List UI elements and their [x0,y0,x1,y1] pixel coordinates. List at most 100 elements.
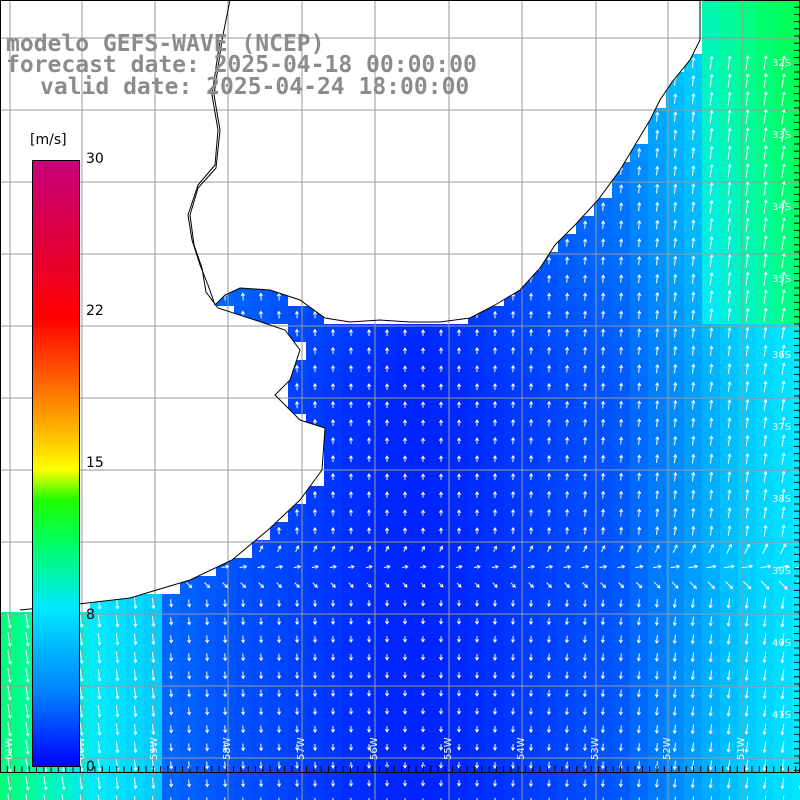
wind-arrow [673,327,678,338]
wind-arrow [276,526,281,535]
wind-arrow [781,55,786,70]
wind-arrow [366,347,372,355]
lat-label-40s: 40S [772,638,791,649]
wind-arrow [402,383,408,390]
wind-arrow [511,400,516,409]
wind-arrow [169,617,174,626]
wind-arrow [763,307,768,322]
wind-arrow [348,744,354,751]
wind-arrow [548,797,550,800]
wind-arrow [726,598,731,609]
field-cell [792,612,800,630]
wind-arrow [332,797,334,800]
lon-label-52w: 52W [662,737,673,760]
wind-arrow [438,365,444,372]
wind-arrow [510,743,515,752]
wind-arrow [438,636,444,643]
wind-arrow [744,723,749,736]
wind-arrow [673,399,678,410]
wind-arrow [619,238,624,247]
wind-arrow [420,365,426,372]
wind-arrow [564,582,570,588]
title-forecast-date: forecast date: 2025-04-18 00:00:00 [6,52,477,78]
wind-arrow [545,564,554,569]
wind-arrow [583,274,588,283]
wind-arrow [727,73,732,88]
wind-arrow [25,740,30,755]
wind-arrow [671,581,679,589]
wind-arrow [673,291,678,302]
wind-arrow [384,708,390,715]
wind-arrow [43,794,46,800]
wind-arrow [402,690,408,697]
wind-arrow [511,418,516,427]
wind-arrow [745,307,750,322]
wind-arrow [582,671,587,680]
field-cell [18,792,36,800]
wind-arrow [510,779,515,788]
wind-arrow [600,707,605,716]
wind-arrow [691,219,696,230]
wind-arrow [241,743,246,752]
field-cell [792,0,800,18]
wind-arrow [656,796,658,800]
wind-arrow [474,708,480,715]
wind-arrow [637,201,642,212]
coastline-argentina [19,0,326,611]
field-cell [702,18,720,36]
wind-arrow [420,347,426,354]
wind-arrow [420,383,426,390]
wind-arrow [582,617,587,626]
wind-arrow [493,491,498,499]
wind-arrow [745,163,750,178]
wind-arrow [474,582,480,588]
wind-arrow [420,636,426,643]
wind-arrow [618,779,623,788]
wind-arrow [781,380,786,393]
wind-arrow [655,526,660,536]
wind-arrow [619,292,624,301]
wind-arrow [708,742,713,753]
field-cell [792,792,800,800]
wind-arrow [348,582,354,588]
wind-arrow [636,725,641,734]
wind-arrow [7,650,12,665]
wind-arrow [691,489,696,500]
wind-arrow [295,707,300,716]
wind-arrow [402,708,408,715]
wind-arrow [205,779,210,788]
wind-arrow [259,653,264,662]
wind-arrow [727,91,732,106]
field-cell [162,792,180,800]
wind-arrow [763,55,768,70]
lon-label-61w: 61W [4,737,15,760]
wind-arrow [727,307,732,322]
wind-arrow [330,328,336,337]
wind-arrow [456,329,462,337]
wind-arrow [619,328,624,337]
wind-arrow [330,635,336,643]
wind-arrow [564,689,569,698]
wind-arrow [169,653,174,662]
wind-arrow [529,292,534,301]
wind-arrow [511,310,516,319]
wind-arrow [330,617,336,625]
wind-arrow [474,509,480,516]
wind-arrow [673,201,678,212]
field-cell [792,774,800,792]
wind-arrow [528,743,533,752]
wind-arrow [79,740,84,755]
wind-arrow [7,614,12,629]
wind-arrow [205,707,210,716]
wind-arrow [205,599,210,608]
wind-arrow [636,617,641,626]
wind-arrow [689,581,697,589]
wind-arrow [601,436,606,445]
wind-arrow [348,636,354,643]
wind-arrow [673,471,678,482]
wind-arrow [601,526,606,535]
wind-arrow [133,741,138,754]
field-cell [594,792,612,800]
wind-arrow [709,254,714,268]
wind-arrow [620,797,622,800]
